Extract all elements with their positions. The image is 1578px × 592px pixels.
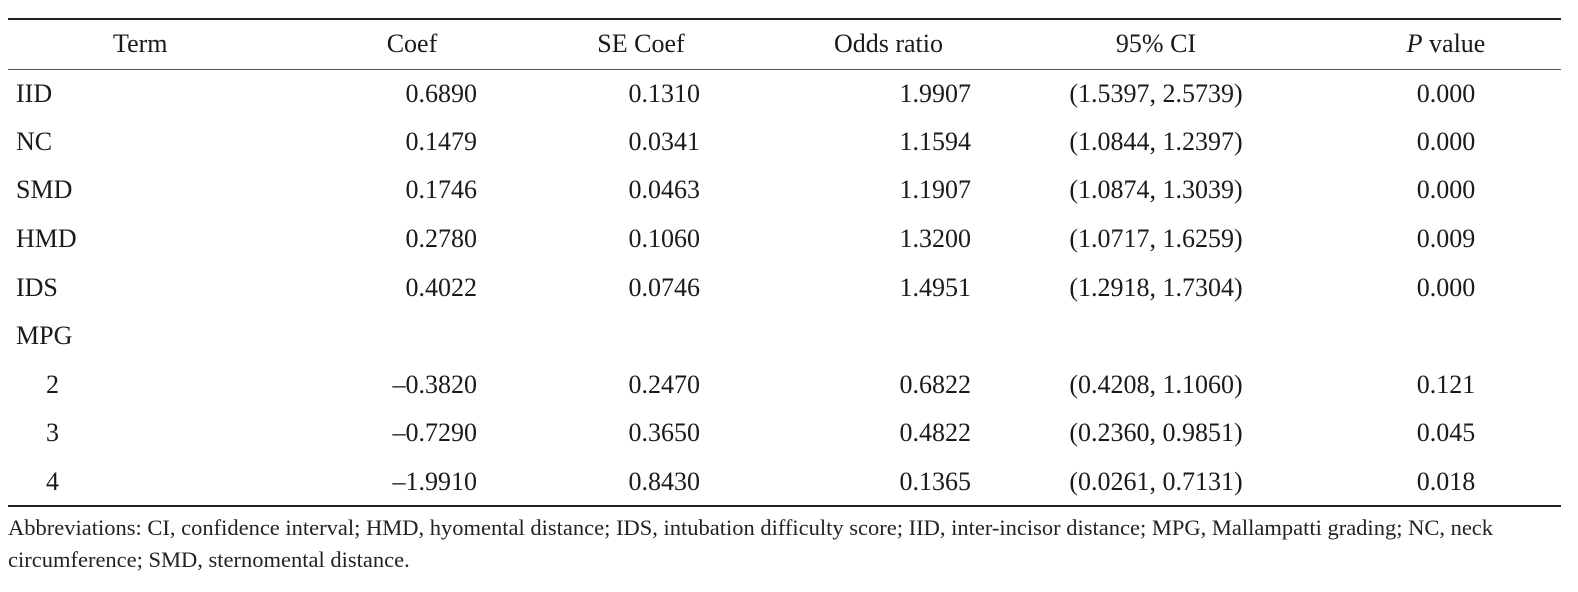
table-row-ids: IDS 0.4022 0.0746 1.4951 (1.2918, 1.7304…	[8, 263, 1561, 312]
cell-coef: 0.2780	[405, 224, 478, 254]
cell-odds-ratio: 0.1365	[756, 457, 1001, 508]
regression-table-container: Term Coef SE Coef Odds ratio 95% CI P va…	[8, 18, 1561, 508]
header-odds-ratio: Odds ratio	[756, 18, 1001, 70]
cell-ci: (1.0717, 1.6259)	[1069, 224, 1243, 254]
cell-term: IID	[16, 78, 53, 108]
cell-coef	[268, 312, 486, 361]
cell-term: 4	[8, 457, 268, 508]
cell-coef: –1.9910	[268, 457, 486, 508]
cell-p-value: 0.000	[1416, 78, 1476, 108]
cell-se-coef: 0.1060	[628, 224, 701, 254]
cell-coef: 0.4022	[405, 272, 478, 302]
cell-se-coef: 0.0463	[628, 175, 701, 205]
cell-ci: (1.2918, 1.7304)	[1069, 272, 1243, 302]
table-footnote: Abbreviations: CI, confidence interval; …	[8, 515, 1494, 572]
header-se-coef: SE Coef	[486, 18, 756, 70]
cell-term: 2	[46, 369, 59, 399]
cell-odds-ratio	[756, 312, 1001, 361]
cell-coef: –0.7290	[392, 418, 478, 448]
table-row-mpg: MPG	[8, 312, 1561, 361]
cell-se-coef: 0.0341	[628, 126, 701, 156]
cell-coef: 0.1746	[405, 175, 478, 205]
cell-odds-ratio: 0.4822	[899, 418, 972, 448]
cell-ci	[1001, 312, 1351, 361]
cell-coef: 0.6890	[405, 78, 478, 108]
cell-se-coef: 0.0746	[628, 272, 701, 302]
cell-se-coef: 0.1310	[628, 78, 701, 108]
table-header-row: Term Coef SE Coef Odds ratio 95% CI P va…	[8, 18, 1561, 70]
cell-term: 3	[46, 418, 59, 448]
cell-odds-ratio: 1.3200	[899, 224, 972, 254]
cell-ci: (1.0844, 1.2397)	[1069, 126, 1243, 156]
cell-se-coef: 0.8430	[486, 457, 756, 508]
cell-se-coef	[486, 312, 756, 361]
cell-p-value: 0.009	[1416, 224, 1476, 254]
cell-ci: (0.2360, 0.9851)	[1069, 418, 1243, 448]
cell-odds-ratio: 1.1907	[899, 175, 972, 205]
cell-odds-ratio: 0.6822	[899, 369, 972, 399]
table-row-mpg-3: 3 –0.7290 0.3650 0.4822 (0.2360, 0.9851)…	[8, 409, 1561, 458]
cell-se-coef: 0.2470	[628, 369, 701, 399]
cell-p-value: 0.000	[1416, 126, 1476, 156]
cell-term: SMD	[16, 175, 73, 205]
regression-table: Term Coef SE Coef Odds ratio 95% CI P va…	[8, 18, 1561, 508]
cell-term: IDS	[16, 272, 58, 302]
cell-term: HMD	[16, 224, 77, 254]
cell-p-value: 0.000	[1416, 175, 1476, 205]
cell-se-coef: 0.3650	[628, 418, 701, 448]
cell-ci: (1.5397, 2.5739)	[1069, 78, 1243, 108]
cell-ci: (1.0874, 1.3039)	[1069, 175, 1243, 205]
header-p-italic: P	[1406, 29, 1423, 59]
header-p-value: P value	[1351, 18, 1561, 70]
cell-coef: –0.3820	[392, 369, 478, 399]
table-row-iid: IID 0.6890 0.1310 1.9907 (1.5397, 2.5739…	[8, 69, 1561, 118]
table-row-mpg-4: 4 –1.9910 0.8430 0.1365 (0.0261, 0.7131)…	[8, 457, 1561, 508]
cell-odds-ratio: 1.9907	[899, 78, 972, 108]
cell-ci: (0.0261, 0.7131)	[1001, 457, 1351, 508]
cell-term: NC	[16, 126, 53, 156]
header-p-rest: value	[1422, 29, 1486, 59]
header-95-ci: 95% CI	[1001, 18, 1351, 70]
header-term: Term	[8, 18, 268, 70]
table-row-mpg-2: 2 –0.3820 0.2470 0.6822 (0.4208, 1.1060)…	[8, 361, 1561, 410]
cell-odds-ratio: 1.1594	[899, 126, 972, 156]
header-coef: Coef	[268, 18, 486, 70]
cell-odds-ratio: 1.4951	[899, 272, 972, 302]
cell-p-value: 0.121	[1416, 369, 1476, 399]
table-row-hmd: HMD 0.2780 0.1060 1.3200 (1.0717, 1.6259…	[8, 215, 1561, 264]
cell-p-value: 0.045	[1416, 418, 1476, 448]
table-row-smd: SMD 0.1746 0.0463 1.1907 (1.0874, 1.3039…	[8, 166, 1561, 215]
cell-p-value: 0.018	[1351, 457, 1561, 508]
cell-coef: 0.1479	[405, 126, 478, 156]
cell-p-value: 0.000	[1416, 272, 1476, 302]
cell-ci: (0.4208, 1.1060)	[1069, 369, 1243, 399]
cell-p-value	[1351, 312, 1561, 361]
table-row-nc: NC 0.1479 0.0341 1.1594 (1.0844, 1.2397)…	[8, 118, 1561, 167]
cell-term: MPG	[16, 321, 73, 351]
